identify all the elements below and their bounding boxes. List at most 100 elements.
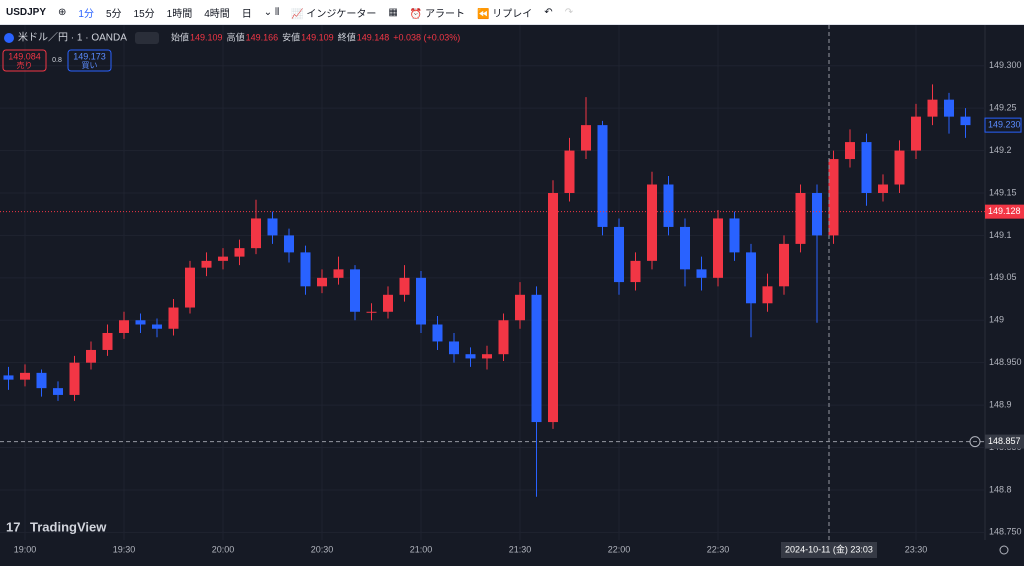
legend-close-label: 終値 [338,31,356,42]
candle-body [597,125,608,227]
x-tick-label: 21:30 [509,544,532,554]
x-tick-label: 22:00 [608,544,631,554]
undo[interactable]: ↶ [544,6,553,18]
candle-body [960,116,971,126]
candle-body [663,184,674,227]
interval[interactable]: 日 [241,8,252,20]
candle-body [911,116,921,151]
candle-body [795,192,806,244]
symbol-icon [4,33,14,43]
add[interactable]: ⊕ [58,6,67,18]
candle-body [383,294,393,312]
candle-body [564,150,575,193]
candle-body [284,235,294,253]
candle-body [119,320,129,333]
candle-body [944,99,954,117]
sell-label: 売り [17,60,33,70]
buy-label: 買い [82,61,98,70]
settings[interactable] [999,545,1009,555]
legend-low-label: 安値 [282,31,300,42]
x-tick-label: 20:00 [212,544,235,554]
candle-body [680,226,690,270]
alert[interactable]: ⏰ アラート [409,8,466,20]
indicators-label: インジケーター [306,8,377,20]
layouts[interactable]: ▦ [388,6,398,18]
bid-label-bg [984,117,1022,133]
candle-body [333,269,344,278]
x-tick-label: 19:30 [113,544,136,554]
logo: TradingView [30,519,107,534]
y-tick-label: 149.1 [989,230,1012,240]
candle-body [696,269,707,278]
legend-low: 149.109 [301,32,334,42]
x-tick-label: 23:30 [905,544,928,554]
candle-body [36,372,47,389]
crosshair-time: 2024-10-11 (金) 23:03 [785,543,873,554]
replay-label: リプレイ [492,8,533,20]
crosshair-plus[interactable] [969,436,981,448]
y-tick-label: 149.15 [989,187,1017,197]
y-tick-label: 149 [989,315,1004,325]
buy-button[interactable] [67,49,112,72]
candle-body [746,252,756,304]
indicators[interactable]: 📈 インジケーター [291,8,377,20]
legend-close: 149.148 [357,32,390,42]
candle-body [350,269,360,312]
chart-style[interactable]: ⌄ ⫴ [263,6,280,18]
sell-button[interactable] [2,49,47,72]
legend-open: 149.109 [190,32,223,42]
legend-title: 米ドル／円 · 1 · OANDA [18,31,127,44]
replay[interactable]: ⏪ リプレイ [477,8,533,20]
candle-body [531,294,542,423]
interval[interactable]: 1時間 [166,8,193,20]
chart: 148.750148.8148.850148.9148.950149149.05… [0,25,1024,566]
x-tick-label: 19:00 [14,544,37,554]
interval[interactable]: 5分 [105,8,122,20]
candle-body [366,311,377,313]
logo-mark: 17 [6,519,20,534]
candle-body [86,349,96,363]
y-tick-label: 149.2 [989,145,1012,155]
toolbar: USDJPY ⊕ 1分 5分 15分 1時間 4時間 日 ⌄ ⫴ 📈 インジケー… [0,0,1024,25]
candle-body [581,125,591,151]
candle-body [779,243,789,287]
candle-body [432,324,443,342]
candle-body [482,354,492,359]
interval[interactable]: 4時間 [204,8,230,20]
sell-price: 149.084 [8,51,41,61]
candle-body [300,252,311,287]
candle-body [3,375,14,380]
candle-body [218,256,228,261]
candle-body [251,218,261,249]
bid-label: 149.230 [988,119,1021,129]
background [0,25,1024,566]
interval[interactable]: 1分 [78,8,94,20]
legend-change: +0.038 (+0.03%) [393,32,460,42]
x-tick-label: 22:30 [707,544,730,554]
x-tick-label: 21:00 [410,544,433,554]
buy-price: 149.173 [73,51,106,61]
candle-body [449,341,459,355]
y-tick-label: 149.05 [989,272,1017,282]
candle-body [713,218,723,278]
candle-body [185,267,195,308]
candle-body [927,99,938,117]
candle-body [812,192,822,236]
candle-body [630,260,641,283]
candle-body [845,142,855,160]
y-tick-label: 148.9 [989,399,1012,409]
candle-body [69,362,80,395]
redo[interactable]: ↷ [564,6,574,18]
candle-body [267,218,278,236]
spread: 0.8 [52,57,62,64]
interval[interactable]: 15分 [133,8,155,20]
candle-body [53,388,63,395]
price-label-bg [985,204,1024,219]
legend-toggle[interactable] [135,32,159,44]
symbol[interactable]: USDJPY [6,6,47,18]
y-tick-label: 148.750 [989,527,1022,537]
crosshair-time-bg [781,542,877,558]
candle-body [201,260,212,268]
crosshair-price-bg [985,434,1024,449]
candle-body [498,320,509,355]
